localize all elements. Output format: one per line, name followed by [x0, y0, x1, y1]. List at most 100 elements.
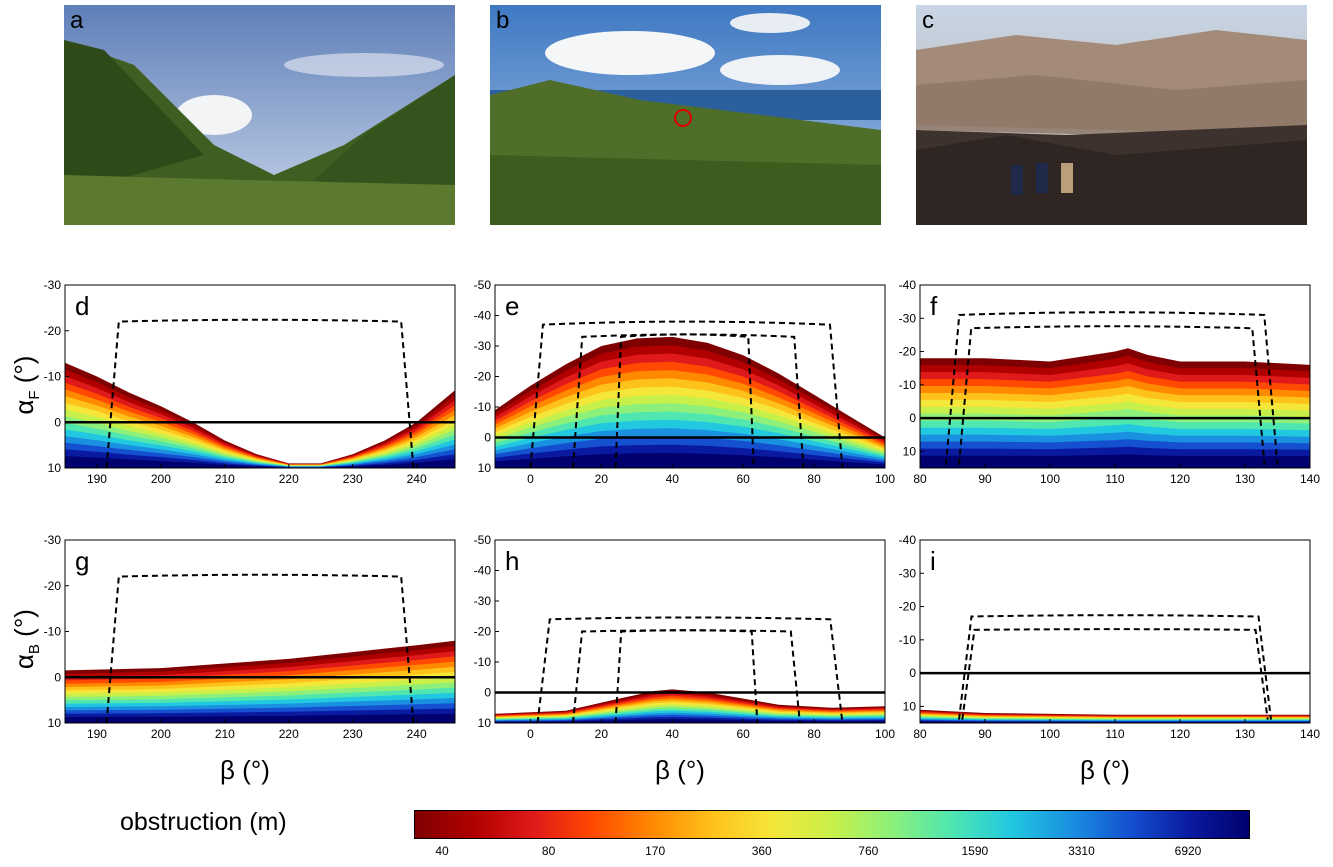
- panel-f-chart: 80 90 100 110 120 130 140 -40 -30 -20 -10 0 10 f: [899, 278, 1321, 486]
- y-tick-label: -30: [44, 278, 62, 292]
- x-tick-label: 130: [1235, 472, 1255, 486]
- y-tick-label: -40: [474, 309, 492, 323]
- obstruction-band: [495, 453, 885, 468]
- x-tick-label: 140: [1300, 727, 1320, 741]
- x-tick-label: 80: [913, 727, 927, 741]
- y-tick-label: -20: [44, 579, 62, 593]
- colorbar-tick-label: 80: [542, 844, 556, 858]
- x-tick-label: 100: [1040, 472, 1060, 486]
- y-tick-label: -30: [474, 594, 492, 608]
- y-tick-label: 0: [909, 666, 916, 680]
- x-tick-label: 100: [875, 727, 895, 741]
- panel-letter-d: d: [75, 291, 89, 321]
- x-tick-label: 200: [151, 472, 171, 486]
- beta-axis-label-g: β (°): [220, 755, 270, 785]
- panel-d-chart: 190 200 210 220 230 240 -30 -20 -10 0 10 d: [44, 278, 456, 486]
- x-tick-label: 240: [407, 727, 427, 741]
- obstruction-band: [65, 456, 455, 468]
- colorbar-tick-label: 760: [858, 844, 878, 858]
- x-tick-label: 100: [875, 472, 895, 486]
- panel-g-chart: 190 200 210 220 230 240 -30 -20 -10 0 10 g: [44, 533, 456, 741]
- colorbar-gradient: [414, 810, 1250, 839]
- field-of-view-outline: [614, 629, 759, 723]
- panel-letter-f: f: [930, 291, 938, 321]
- field-of-view-outline: [105, 573, 415, 723]
- y-tick-label: -20: [899, 345, 917, 359]
- beta-axis-label-h: β (°): [655, 755, 705, 785]
- y-tick-label: -10: [474, 400, 492, 414]
- colorbar-tick-label: 1590: [962, 844, 989, 858]
- x-tick-label: 210: [215, 472, 235, 486]
- y-tick-label: -30: [899, 311, 917, 325]
- y-tick-label: 10: [48, 716, 62, 730]
- y-tick-label: -10: [44, 370, 62, 384]
- field-of-view-outline: [529, 320, 844, 468]
- colorbar-scale: 40 80 170 360 760 1590 3310 6920: [414, 810, 1250, 858]
- colorbar-tick-label: 40: [435, 844, 449, 858]
- x-tick-label: 0: [527, 727, 534, 741]
- field-of-view-outline: [105, 318, 415, 468]
- y-tick-label: -20: [474, 625, 492, 639]
- y-tick-label: -30: [899, 566, 917, 580]
- x-tick-label: 80: [913, 472, 927, 486]
- panel-letter-i: i: [930, 546, 936, 576]
- x-tick-label: 220: [279, 472, 299, 486]
- x-tick-label: 120: [1170, 472, 1190, 486]
- panel-e: 0 20 40 60 80 100 -50 -40 -30 -20 -10 0 10 e: [460, 275, 900, 495]
- x-tick-label: 190: [87, 727, 107, 741]
- photo-a: a: [64, 5, 455, 225]
- x-tick-label: 210: [215, 727, 235, 741]
- panel-i-chart: 80 90 100 110 120 130 140 -40 -30 -20 -10 0 10 i: [899, 533, 1321, 741]
- panel-i: 80 90 100 110 120 130 140 -40 -30 -20 -10 0 10 i: [885, 530, 1325, 750]
- obstruction-field: [495, 689, 885, 723]
- photo-c: c: [916, 5, 1307, 225]
- x-tick-label: 230: [343, 727, 363, 741]
- y-tick-label: -40: [899, 533, 917, 547]
- obstruction-band: [920, 454, 1310, 468]
- panel-f: 80 90 100 110 120 130 140 -40 -30 -20 -10 0 10 f: [885, 275, 1325, 495]
- photo-a-letter: a: [70, 7, 84, 34]
- obstruction-field: [495, 336, 885, 468]
- field-of-view-outline: [536, 616, 844, 723]
- y-tick-label: 10: [478, 716, 492, 730]
- photo-b: b: [490, 5, 881, 225]
- x-tick-label: 190: [87, 472, 107, 486]
- field-of-view-outline: [958, 614, 1272, 720]
- y-tick-label: -20: [899, 600, 917, 614]
- panel-g: 190 200 210 220 230 240 -30 -20 -10 0 10 g: [30, 530, 470, 750]
- y-tick-label: -10: [44, 625, 62, 639]
- colorbar-tick-label: 6920: [1175, 844, 1202, 858]
- photo-c-letter: c: [922, 7, 934, 34]
- colorbar-tick-label: 360: [752, 844, 772, 858]
- panel-letter-g: g: [75, 546, 89, 576]
- obstruction-band: [65, 713, 455, 723]
- panel-d: 190 200 210 220 230 240 -30 -20 -10 0 10 d: [30, 275, 470, 495]
- y-tick-label: 10: [903, 699, 917, 713]
- x-tick-label: 220: [279, 727, 299, 741]
- y-tick-label: -50: [474, 278, 492, 292]
- y-tick-label: -20: [474, 370, 492, 384]
- x-tick-label: 20: [595, 472, 609, 486]
- x-tick-label: 240: [407, 472, 427, 486]
- x-tick-label: 110: [1105, 472, 1124, 486]
- x-tick-label: 0: [527, 472, 534, 486]
- x-tick-label: 90: [978, 472, 992, 486]
- colorbar-tick-label: 170: [645, 844, 665, 858]
- x-tick-label: 40: [666, 472, 680, 486]
- panel-h-chart: 0 20 40 60 80 100 -50 -40 -30 -20 -10 0 10 h: [474, 533, 896, 741]
- x-tick-label: 60: [737, 727, 751, 741]
- plot-area: [920, 540, 1310, 723]
- x-tick-label: 140: [1300, 472, 1320, 486]
- photo-c-image: [916, 5, 1307, 225]
- photo-a-image: [64, 5, 455, 225]
- y-tick-label: -30: [474, 339, 492, 353]
- x-tick-label: 230: [343, 472, 363, 486]
- field-of-view-outline: [572, 629, 801, 723]
- y-tick-label: -40: [474, 564, 492, 578]
- x-tick-label: 40: [666, 727, 680, 741]
- y-tick-label: -10: [899, 378, 917, 392]
- panel-letter-e: e: [505, 291, 519, 321]
- obstruction-band: [495, 719, 885, 723]
- y-tick-label: 10: [48, 461, 62, 475]
- x-tick-label: 80: [807, 472, 821, 486]
